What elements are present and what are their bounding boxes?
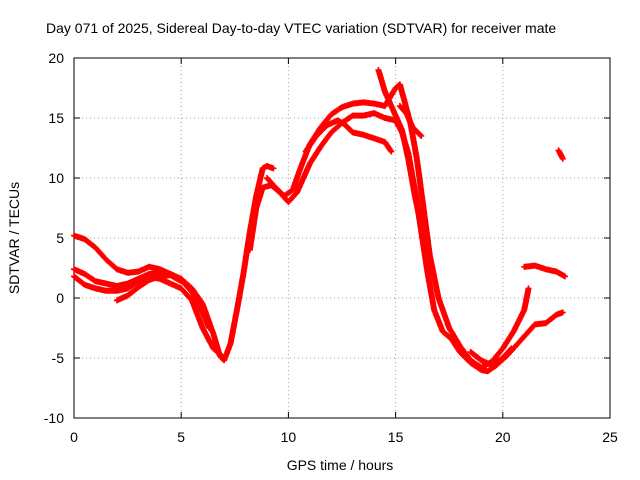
x-tick-label: 20	[495, 429, 511, 445]
y-tick-label: 20	[48, 50, 64, 66]
series-track-k	[521, 262, 568, 280]
series-markers	[113, 272, 185, 304]
series-track-d	[113, 272, 185, 304]
series-markers	[264, 81, 532, 371]
series-track-g	[302, 117, 395, 155]
y-tick-label: -10	[44, 410, 64, 426]
chart-title: Day 071 of 2025, Sidereal Day-to-day VTE…	[46, 20, 556, 36]
series-markers	[521, 262, 568, 280]
series-markers	[71, 163, 277, 364]
x-tick-label: 0	[70, 429, 78, 445]
series-track-i	[396, 103, 425, 139]
axis-ticks: 0 5 10 15 20 25 -10 -5 0 5 10 15 20	[44, 50, 618, 445]
series-markers	[396, 103, 425, 139]
series-markers	[467, 345, 515, 369]
grid-lines	[74, 58, 610, 418]
series-track-l	[555, 147, 566, 162]
series-markers	[375, 67, 425, 229]
series-track-f	[264, 81, 532, 371]
y-tick-label: 15	[48, 110, 64, 126]
data-marks	[71, 67, 568, 375]
series-track-h	[375, 67, 425, 229]
x-axis-label: GPS time / hours	[287, 457, 394, 473]
series-track-j	[467, 345, 515, 369]
y-axis-label: SDTVAR / TECUs	[6, 182, 22, 294]
x-tick-label: 15	[388, 429, 404, 445]
series-markers	[302, 117, 395, 155]
y-tick-label: -5	[52, 350, 65, 366]
x-tick-label: 5	[177, 429, 185, 445]
series-track-a	[71, 163, 277, 364]
y-tick-label: 0	[56, 290, 64, 306]
y-tick-label: 5	[56, 230, 64, 246]
x-tick-label: 10	[281, 429, 297, 445]
x-tick-label: 25	[602, 429, 618, 445]
series-markers	[555, 147, 566, 162]
y-tick-label: 10	[48, 170, 64, 186]
